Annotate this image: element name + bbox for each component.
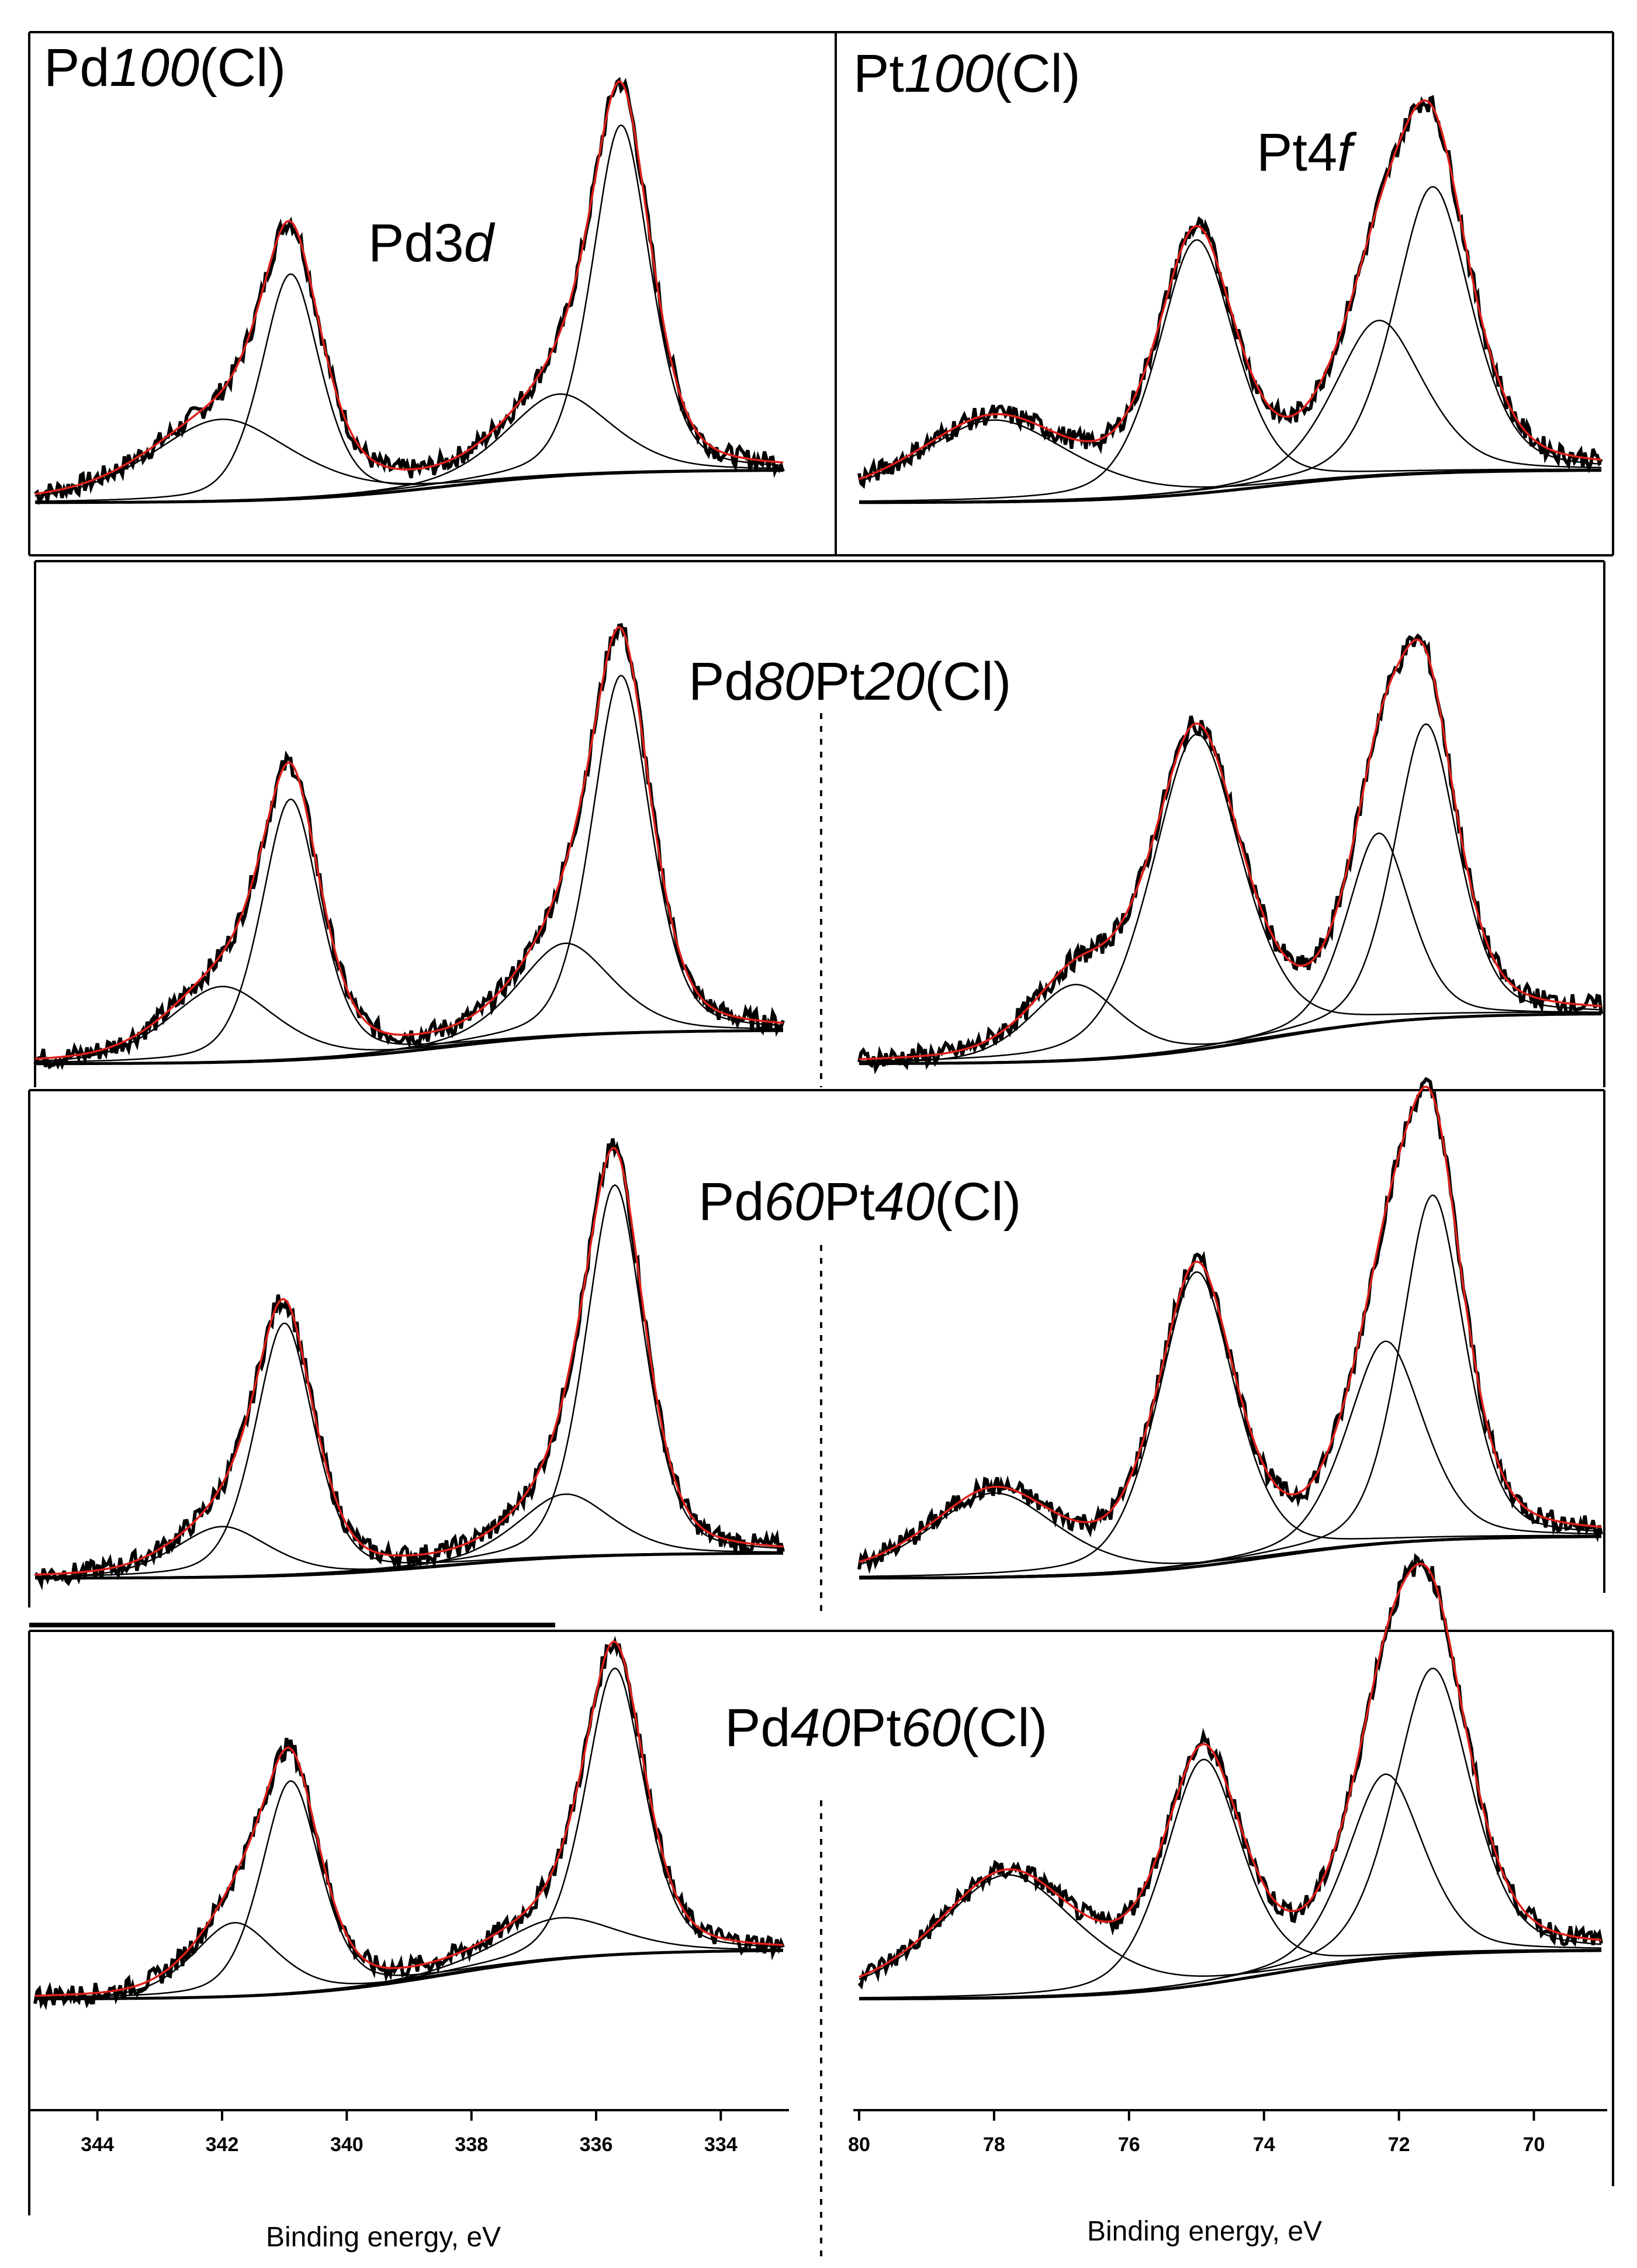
label-pd100: Pd100(Cl) (44, 38, 286, 98)
component-peak-line (35, 675, 784, 1064)
label-pt100: Pt100(Cl) (853, 44, 1081, 103)
fit-envelope-line (34, 1640, 784, 1997)
panel-frames (28, 31, 1614, 2256)
x-tick-label: 74 (1253, 2134, 1275, 2156)
x-tick-label: 72 (1388, 2134, 1410, 2156)
label-pd80pt20: Pd80Pt20(Cl) (688, 652, 1012, 711)
experimental-data-line (33, 623, 785, 1070)
background-line (859, 469, 1601, 504)
experimental-data-line (857, 95, 1603, 489)
x-tick-label: 336 (580, 2134, 613, 2156)
background-line (34, 1949, 783, 2001)
x-axis-title-left: Binding energy, eV (266, 2222, 501, 2253)
label-pt4f: Pt4f (1257, 123, 1352, 182)
x-tick-label: 70 (1523, 2134, 1545, 2156)
component-peak-line (35, 124, 784, 503)
background-line (35, 469, 783, 504)
background-line (35, 1551, 783, 1580)
x-tick-label: 76 (1118, 2134, 1140, 2156)
background-line (859, 1949, 1601, 2001)
x-axes: 344 342 340 338 336 334 80 78 76 74 72 70 (29, 2109, 1607, 2156)
x-tick-label: 338 (455, 2134, 488, 2156)
component-peak-line (859, 733, 1601, 1062)
x-tick-label: 78 (983, 2134, 1005, 2156)
component-peak-line (859, 1340, 1602, 1579)
x-tick-label: 342 (206, 2134, 239, 2156)
label-pd60pt40: Pd60Pt40(Cl) (698, 1172, 1022, 1232)
experimental-data-line (34, 77, 785, 506)
fit-envelope-line (859, 1085, 1602, 1563)
label-pd40pt60: Pd40Pt60(Cl) (725, 1698, 1048, 1758)
fit-envelope-line (34, 80, 784, 495)
fit-envelope-line (34, 625, 784, 1060)
experimental-data-line (34, 1138, 785, 1591)
component-peak-line (859, 1194, 1602, 1579)
x-tick-label: 80 (848, 2134, 870, 2156)
background-line (35, 1029, 784, 1066)
component-peak-line (35, 1184, 784, 1579)
component-peak-line (34, 1322, 783, 1578)
fit-envelope-line (859, 1562, 1602, 1978)
experimental-data-line (33, 1636, 785, 2010)
spectra-curves (33, 77, 1603, 2010)
component-peak-line (859, 1271, 1601, 1578)
x-tick-label: 334 (704, 2134, 738, 2156)
label-pd3d: Pd3d (368, 213, 494, 273)
experimental-data-line (857, 633, 1603, 1074)
x-axis-title-right: Binding energy, eV (1087, 2216, 1323, 2247)
component-peak-line (859, 239, 1601, 502)
x-tick-label: 344 (81, 2134, 114, 2156)
fit-envelope-line (859, 638, 1602, 1060)
component-peak-line (35, 1667, 784, 2000)
background-line (859, 1012, 1602, 1066)
experimental-data-line (857, 1553, 1603, 1990)
component-peak-line (859, 186, 1602, 503)
fit-envelope-line (34, 1146, 784, 1576)
background-line (859, 1535, 1601, 1580)
fit-envelope-line (859, 99, 1602, 480)
x-tick-label: 340 (330, 2134, 364, 2156)
